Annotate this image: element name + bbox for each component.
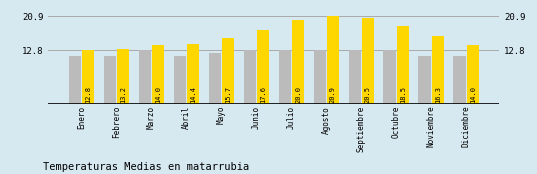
Text: 13.2: 13.2 — [120, 86, 126, 103]
Text: 14.4: 14.4 — [190, 86, 196, 103]
Bar — [209, 53, 221, 104]
Bar — [104, 56, 116, 104]
Bar — [397, 26, 409, 104]
Bar — [362, 18, 374, 104]
Bar — [173, 56, 186, 104]
Bar — [467, 45, 479, 104]
Bar — [432, 36, 444, 104]
Bar — [383, 50, 396, 104]
Bar — [418, 56, 431, 104]
Bar — [292, 20, 304, 104]
Bar — [349, 50, 361, 104]
Bar — [314, 50, 326, 104]
Text: 16.3: 16.3 — [435, 86, 441, 103]
Text: 17.6: 17.6 — [260, 86, 266, 103]
Bar — [117, 49, 129, 104]
Bar — [82, 50, 95, 104]
Text: 15.7: 15.7 — [225, 86, 231, 103]
Text: Temperaturas Medias en matarrubia: Temperaturas Medias en matarrubia — [43, 162, 249, 172]
Text: 20.5: 20.5 — [365, 86, 371, 103]
Bar — [453, 56, 466, 104]
Bar — [279, 50, 291, 104]
Bar — [244, 50, 256, 104]
Bar — [257, 30, 269, 104]
Text: 14.0: 14.0 — [155, 86, 161, 103]
Text: 12.8: 12.8 — [85, 86, 91, 103]
Bar — [222, 38, 234, 104]
Text: 20.0: 20.0 — [295, 86, 301, 103]
Bar — [152, 45, 164, 104]
Text: 20.9: 20.9 — [330, 86, 336, 103]
Bar — [139, 50, 151, 104]
Bar — [327, 16, 339, 104]
Bar — [69, 56, 81, 104]
Text: 18.5: 18.5 — [400, 86, 406, 103]
Bar — [187, 44, 199, 104]
Text: 14.0: 14.0 — [470, 86, 476, 103]
